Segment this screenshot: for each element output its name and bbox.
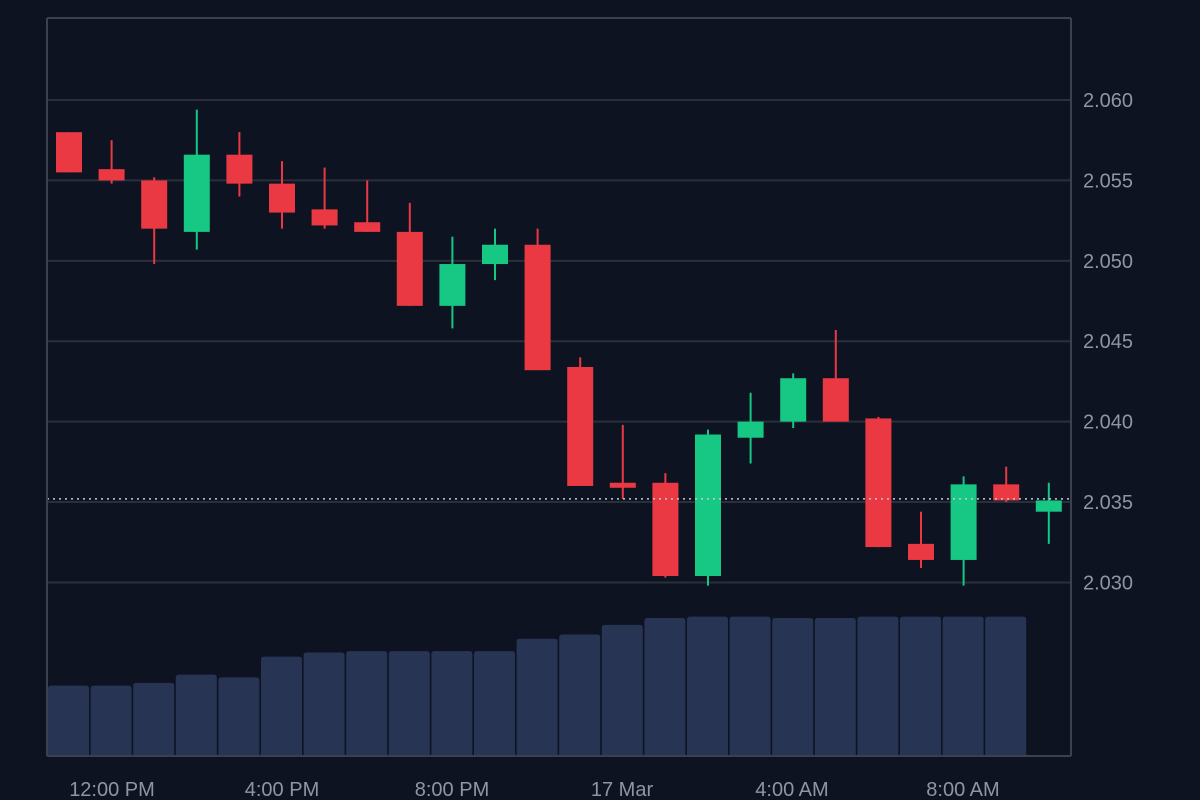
candle-body	[396, 231, 423, 306]
y-tick-label: 2.030	[1083, 572, 1133, 594]
volume-bar	[516, 638, 558, 756]
candle-body	[567, 366, 594, 486]
y-axis-labels: 2.060 2.055 2.050 2.045 2.040 2.035 2.030	[1083, 90, 1133, 594]
candle-body	[524, 244, 551, 371]
volume-bar	[431, 651, 473, 756]
candles	[56, 109, 1062, 586]
y-tick-label: 2.035	[1083, 492, 1133, 514]
candle-down	[567, 357, 594, 486]
volume-bar	[900, 616, 941, 756]
volume-bar	[857, 616, 899, 756]
candle-down	[908, 511, 934, 568]
candle-down	[652, 473, 679, 578]
volume-bar	[985, 616, 1027, 756]
x-tick-label: 8:00 AM	[926, 779, 999, 800]
candle-down	[609, 424, 636, 499]
candle-down	[141, 177, 168, 265]
candle-body	[354, 222, 381, 232]
candle-body	[652, 482, 679, 577]
candle-down	[98, 140, 125, 184]
candle-body	[993, 484, 1020, 501]
candle-body	[865, 418, 892, 548]
candle-body	[780, 378, 807, 422]
candle-down	[524, 228, 551, 371]
candle-body	[269, 183, 295, 213]
candle-body	[908, 543, 934, 560]
candle-up	[1035, 482, 1062, 544]
candle-body	[311, 209, 338, 226]
volume-bar	[644, 618, 686, 756]
candle-body	[822, 378, 849, 422]
candle-down	[354, 180, 381, 232]
y-tick-label: 2.040	[1083, 412, 1133, 434]
chart-frame	[46, 17, 1072, 757]
x-tick-label: 12:00 PM	[69, 779, 155, 800]
candle-up	[950, 476, 977, 586]
y-tick-label: 2.060	[1083, 90, 1133, 112]
candle-body	[439, 264, 466, 306]
candle-up	[439, 236, 466, 329]
candle-down	[226, 132, 253, 197]
volume-bar	[942, 616, 984, 756]
candle-body	[98, 169, 125, 181]
candle-down	[56, 132, 82, 173]
volume-bar	[133, 682, 175, 756]
volume-bar	[814, 618, 856, 756]
candle-up	[780, 373, 807, 429]
candle-down	[311, 167, 338, 229]
candle-body	[950, 484, 977, 560]
candle-up	[183, 109, 210, 250]
candle-body	[226, 154, 253, 184]
candle-body	[141, 180, 168, 229]
x-tick-label: 17 Mar	[591, 779, 654, 800]
candle-body	[482, 244, 508, 265]
candle-up	[482, 228, 508, 281]
x-tick-label: 4:00 PM	[245, 779, 319, 800]
volume-bar	[303, 652, 345, 756]
grid-lines	[47, 99, 1071, 584]
volume-bar	[687, 616, 728, 756]
volume-bar	[729, 616, 771, 756]
volume-bar	[474, 651, 515, 756]
candle-down	[396, 202, 423, 306]
volume-bar	[48, 685, 89, 756]
volume-bar	[601, 624, 643, 756]
y-tick-label: 2.045	[1083, 331, 1133, 353]
volume-bar	[346, 651, 388, 756]
volume-bar	[772, 618, 814, 756]
candle-down	[269, 161, 295, 229]
volume-bar	[175, 674, 217, 756]
candle-down	[822, 329, 849, 422]
volume-bar	[388, 651, 430, 756]
candle-body	[183, 154, 210, 232]
candle-body	[695, 434, 721, 577]
candle-down	[993, 466, 1020, 503]
x-axis-labels: 12:00 PM 4:00 PM 8:00 PM 17 Mar 4:00 AM 8:00 …	[69, 779, 1000, 800]
candle-body	[1035, 500, 1062, 512]
candle-body	[56, 132, 82, 173]
candle-down	[865, 416, 892, 548]
volume-bar	[261, 656, 302, 756]
candle-body	[609, 482, 636, 488]
volume-bar	[218, 677, 260, 756]
candle-up	[737, 392, 764, 464]
candle-up	[695, 429, 721, 586]
volume-bar	[90, 685, 132, 756]
x-tick-label: 8:00 PM	[415, 779, 489, 800]
x-tick-label: 4:00 AM	[755, 779, 828, 800]
volume-bar	[559, 634, 601, 756]
y-tick-label: 2.055	[1083, 170, 1133, 192]
volume-bars	[48, 616, 1027, 756]
y-tick-label: 2.050	[1083, 251, 1133, 273]
candle-body	[737, 421, 764, 438]
